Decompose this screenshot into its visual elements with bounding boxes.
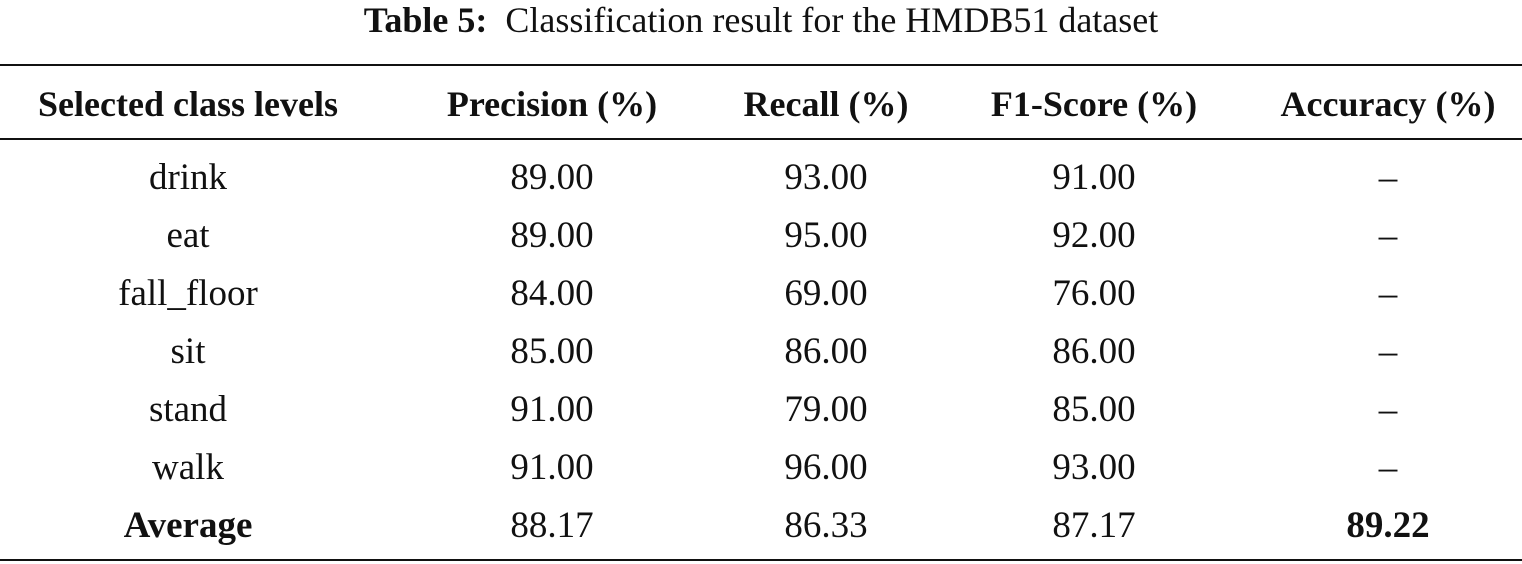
table-cell: 96.00 [784, 447, 868, 488]
caption-label: Table 5: [363, 0, 488, 40]
table-cell: – [1378, 273, 1398, 314]
header-cell: Accuracy (%) [1280, 84, 1496, 124]
caption-text: Classification result for the HMDB51 dat… [505, 0, 1159, 40]
table-cell: 87.17 [1052, 505, 1136, 546]
row-label: fall_floor [118, 273, 258, 314]
table-cell: 91.00 [510, 447, 594, 488]
top-rule [0, 64, 1522, 66]
table-cell: 86.00 [784, 331, 868, 372]
header-cell: Selected class levels [38, 84, 338, 124]
table-cell: 92.00 [1052, 215, 1136, 256]
table-cell: 89.22 [1346, 505, 1430, 546]
row-label: eat [166, 215, 210, 256]
table-cell: 85.00 [510, 331, 594, 372]
table-cell: 89.00 [510, 157, 594, 198]
table-cell: – [1378, 389, 1398, 430]
table-cell: – [1378, 157, 1398, 198]
table-cell: – [1378, 331, 1398, 372]
header-cell: F1-Score (%) [990, 84, 1198, 124]
table-cell: 85.00 [1052, 389, 1136, 430]
table-cell: 91.00 [510, 389, 594, 430]
table-cell: 89.00 [510, 215, 594, 256]
table-cell: 95.00 [784, 215, 868, 256]
table-cell: 93.00 [1052, 447, 1136, 488]
row-label: stand [148, 389, 228, 430]
row-label: drink [148, 157, 228, 198]
bottom-rule [0, 559, 1522, 561]
table-cell: 84.00 [510, 273, 594, 314]
header-cell: Recall (%) [743, 84, 909, 124]
header-rule [0, 138, 1522, 140]
table-cell: 88.17 [510, 505, 594, 546]
row-label: walk [152, 447, 224, 488]
header-cell: Precision (%) [446, 84, 658, 124]
table-cell: 69.00 [784, 273, 868, 314]
table-cell: – [1378, 447, 1398, 488]
table-cell: – [1378, 215, 1398, 256]
table-cell: 91.00 [1052, 157, 1136, 198]
table-cell: 93.00 [784, 157, 868, 198]
row-label: Average [123, 505, 253, 546]
row-label: sit [170, 331, 206, 372]
caption: Table 5: Classification result for the H… [0, 0, 1522, 40]
table-cell: 86.33 [784, 505, 868, 546]
table-cell: 79.00 [784, 389, 868, 430]
table-cell: 76.00 [1052, 273, 1136, 314]
table-cell: 86.00 [1052, 331, 1136, 372]
